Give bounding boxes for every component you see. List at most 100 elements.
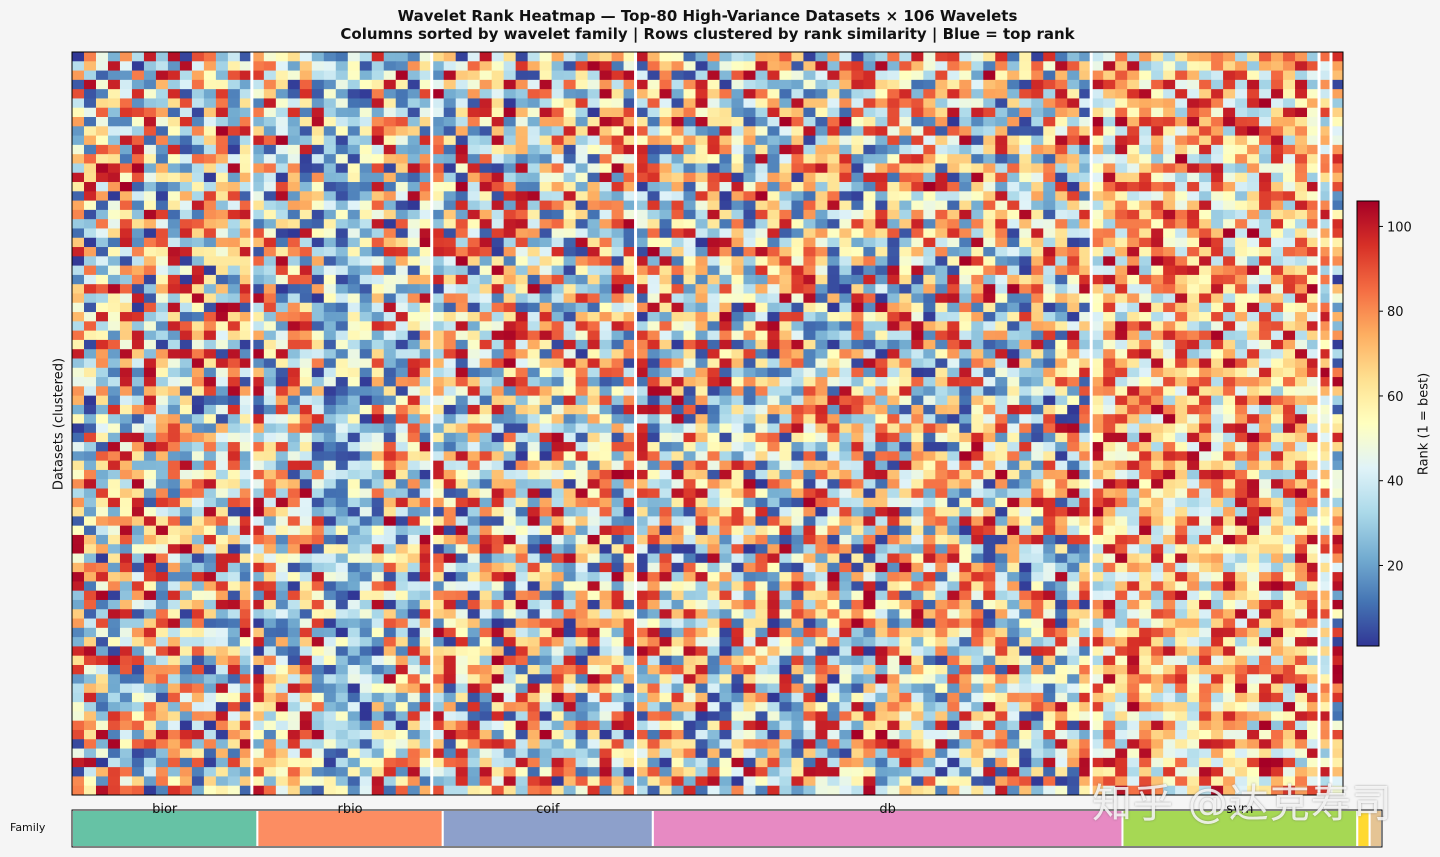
heatmap-cell [1043, 61, 1056, 71]
heatmap-cell [347, 98, 361, 109]
heatmap-cell [563, 52, 576, 62]
heatmap-cell [803, 330, 816, 341]
heatmap-cell [539, 442, 553, 452]
heatmap-cell [431, 107, 445, 118]
heatmap-cell [443, 237, 457, 248]
heatmap-cell [791, 191, 804, 201]
heatmap-cell [803, 432, 816, 443]
heatmap-cell [215, 274, 229, 285]
heatmap-cell [83, 479, 97, 489]
heatmap-cell [335, 479, 349, 489]
heatmap-cell [503, 302, 517, 313]
heatmap-cell [1067, 423, 1080, 434]
heatmap-cell [155, 172, 169, 183]
heatmap-cell [1283, 321, 1296, 332]
heatmap-cell [275, 200, 289, 211]
heatmap-cell [311, 135, 325, 146]
heatmap-cell [671, 200, 684, 211]
heatmap-cell [1079, 228, 1092, 239]
heatmap-cell [575, 423, 588, 434]
heatmap-cell [299, 432, 313, 443]
heatmap-cell [1151, 256, 1164, 267]
heatmap-cell [383, 70, 397, 81]
heatmap-cell [479, 284, 493, 294]
heatmap-cell [107, 172, 121, 183]
heatmap-cell [131, 237, 145, 248]
heatmap-cell [899, 172, 912, 183]
heatmap-cell [395, 219, 409, 229]
heatmap-cell [395, 395, 409, 406]
heatmap-cell [371, 182, 385, 192]
heatmap-cell [335, 126, 349, 136]
heatmap-cell [527, 200, 541, 211]
heatmap-cell [1031, 135, 1044, 146]
heatmap-cell [707, 154, 720, 164]
heatmap-cell [503, 404, 517, 415]
heatmap-cell [215, 70, 229, 81]
heatmap-cell [287, 451, 301, 462]
heatmap-cell [1043, 163, 1056, 174]
heatmap-cell [971, 219, 984, 229]
heatmap-cell [1055, 256, 1068, 267]
heatmap-cell [623, 377, 636, 387]
heatmap-cell [971, 144, 984, 155]
heatmap-cell [227, 358, 241, 369]
heatmap-cell [971, 98, 984, 109]
heatmap-cell [407, 89, 421, 99]
heatmap-cell [479, 404, 493, 415]
heatmap-cell [887, 358, 900, 369]
heatmap-cell [1151, 349, 1164, 359]
heatmap-cell [755, 386, 768, 397]
heatmap-cell [1079, 126, 1092, 136]
heatmap-cell [1115, 191, 1128, 201]
heatmap-cell [95, 219, 109, 229]
heatmap-cell [647, 358, 660, 369]
heatmap-cell [767, 172, 780, 183]
heatmap-cell [983, 423, 996, 434]
heatmap-cell [803, 274, 816, 285]
heatmap-cell [995, 442, 1008, 452]
heatmap-cell [1031, 61, 1044, 71]
heatmap-cell [779, 330, 792, 341]
heatmap-cell [443, 144, 457, 155]
heatmap-cell [527, 349, 541, 359]
heatmap-cell [1187, 460, 1200, 471]
heatmap-cell [491, 367, 505, 378]
heatmap-cell [227, 228, 241, 239]
heatmap-cell [72, 451, 85, 462]
heatmap-cell [1331, 237, 1344, 248]
heatmap-cell [899, 256, 912, 267]
heatmap-cell [311, 70, 325, 81]
heatmap-cell [947, 358, 960, 369]
heatmap-cell [839, 98, 852, 109]
heatmap-cell [347, 469, 361, 480]
heatmap-cell [95, 228, 109, 239]
heatmap-cell [791, 312, 804, 322]
heatmap-cell [119, 460, 133, 471]
heatmap-cell [779, 414, 792, 424]
heatmap-cell [647, 321, 660, 332]
heatmap-cell [695, 293, 708, 304]
heatmap-cell [731, 284, 744, 294]
heatmap-cell [1271, 274, 1284, 285]
heatmap-cell [971, 404, 984, 415]
heatmap-cell [119, 126, 133, 136]
heatmap-cell [311, 404, 325, 415]
heatmap-cell [839, 70, 852, 81]
heatmap-cell [1331, 442, 1344, 452]
heatmap-cell [323, 219, 337, 229]
heatmap-cell [1103, 377, 1116, 387]
heatmap-cell [347, 302, 361, 313]
heatmap-cell [119, 172, 133, 183]
heatmap-cell [1223, 302, 1236, 313]
heatmap-cell [131, 126, 145, 136]
heatmap-cell [95, 247, 109, 257]
heatmap-cell [1103, 312, 1116, 322]
heatmap-cell [107, 154, 121, 164]
heatmap-cell [1319, 163, 1332, 174]
heatmap-cell [1079, 191, 1092, 201]
heatmap-cell [275, 386, 289, 397]
heatmap-cell [575, 163, 588, 174]
heatmap-cell [683, 432, 696, 443]
heatmap-cell [851, 442, 864, 452]
